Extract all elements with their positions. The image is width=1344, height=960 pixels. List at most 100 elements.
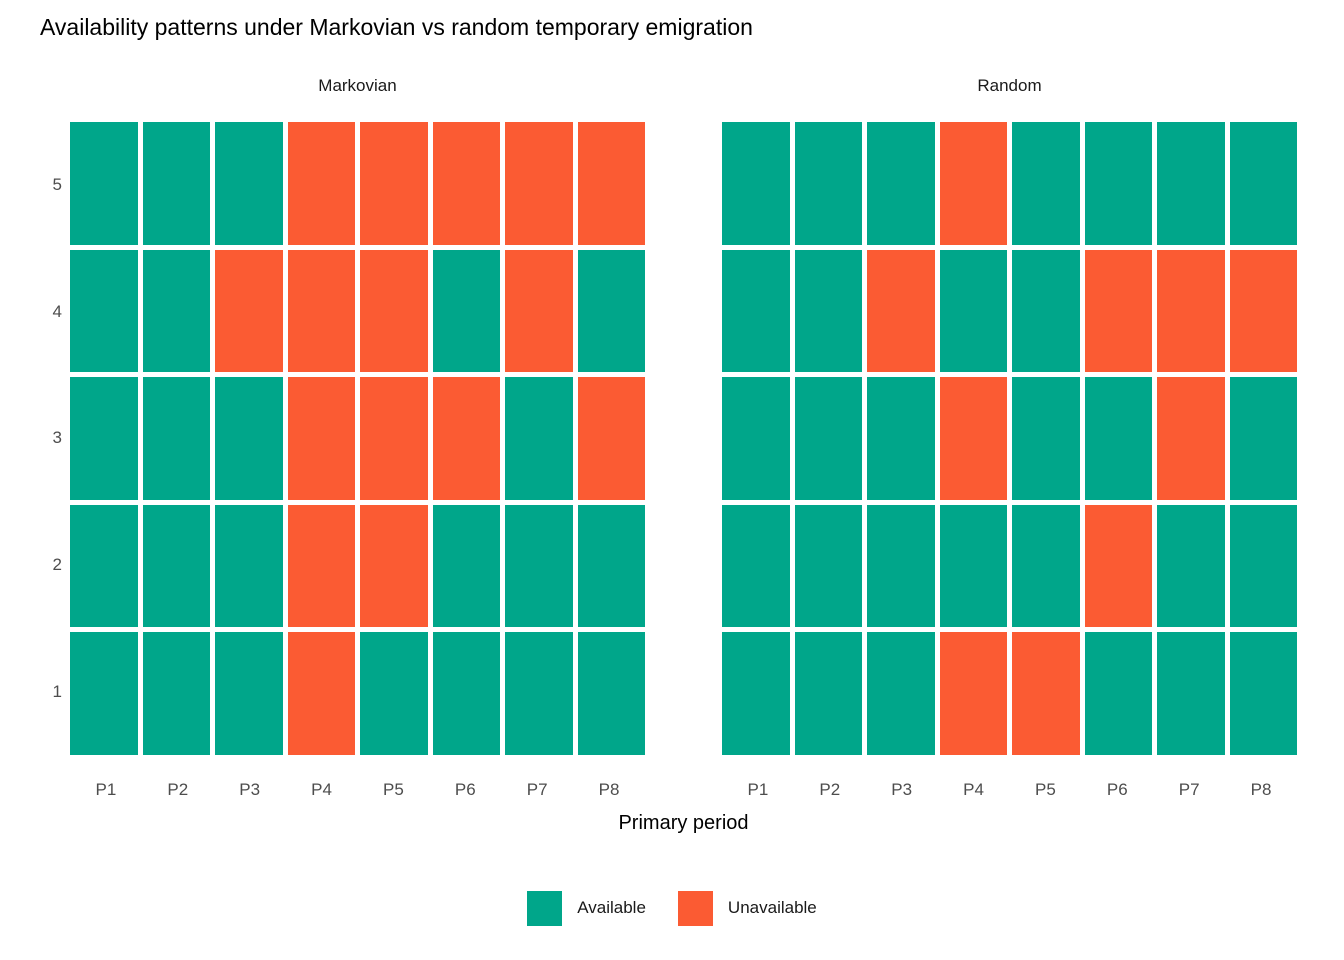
tile-available xyxy=(70,632,138,755)
tile-unavailable xyxy=(360,122,428,245)
tile-available xyxy=(722,632,790,755)
tile-available xyxy=(939,249,1007,373)
tile-available xyxy=(142,122,210,245)
legend-label: Unavailable xyxy=(727,898,817,917)
tile-available xyxy=(794,504,862,628)
tile-unavailable xyxy=(1012,632,1080,755)
tile-available xyxy=(142,632,210,755)
tile-available xyxy=(794,377,862,500)
facet-label-random: Random xyxy=(977,76,1042,95)
tile-unavailable xyxy=(287,122,355,245)
panel-random xyxy=(722,122,1297,755)
tile-available xyxy=(1157,632,1225,755)
tile-unavailable xyxy=(360,504,428,628)
tile-available xyxy=(432,249,500,373)
tile-available xyxy=(70,377,138,500)
tile-available xyxy=(1012,504,1080,628)
tile-available xyxy=(70,122,138,245)
tile-available xyxy=(142,249,210,373)
tile-available xyxy=(1084,377,1152,500)
x-tick-label: P8 xyxy=(1250,780,1272,799)
tile-available xyxy=(1229,632,1297,755)
x-tick-label: P4 xyxy=(963,780,984,799)
tile-available xyxy=(867,632,935,755)
tile-unavailable xyxy=(1229,249,1297,373)
tile-available xyxy=(70,249,138,373)
tile-available xyxy=(867,504,935,628)
tile-available xyxy=(722,504,790,628)
y-tick-label: 1 xyxy=(52,681,62,701)
y-tick-label: 5 xyxy=(52,175,62,195)
tile-available xyxy=(360,632,428,755)
tile-available xyxy=(867,122,935,245)
legend: Available Unavailable xyxy=(0,888,1344,928)
tile-unavailable xyxy=(939,632,1007,755)
tile-unavailable xyxy=(1084,249,1152,373)
tile-available xyxy=(432,504,500,628)
legend-swatch-unavailable xyxy=(677,890,713,926)
tile-unavailable xyxy=(577,122,645,245)
tile-available xyxy=(1229,504,1297,628)
legend-swatch-available xyxy=(527,890,563,926)
tile-unavailable xyxy=(939,122,1007,245)
tile-available xyxy=(505,504,573,628)
tile-available xyxy=(215,632,283,755)
y-axis-tick-labels: 5 4 3 2 1 xyxy=(24,122,62,755)
tile-available xyxy=(1012,249,1080,373)
x-tick-label: P8 xyxy=(598,780,620,799)
tile-unavailable xyxy=(1157,249,1225,373)
tile-unavailable xyxy=(1157,377,1225,500)
legend-label: Available xyxy=(577,898,646,917)
y-tick-label: 3 xyxy=(52,428,62,448)
tile-available xyxy=(1012,122,1080,245)
tile-unavailable xyxy=(867,249,935,373)
x-tick-label: P7 xyxy=(526,780,548,799)
x-tick-label: P7 xyxy=(1178,780,1200,799)
tile-available xyxy=(70,504,138,628)
tile-available xyxy=(1084,122,1152,245)
x-tick-label: P2 xyxy=(819,780,841,799)
tile-available xyxy=(432,632,500,755)
tile-available xyxy=(215,377,283,500)
tile-available xyxy=(1084,632,1152,755)
tile-unavailable xyxy=(287,504,355,628)
x-axis-tick-labels-markovian: P1 P2 P3 P4 P5 P6 P7 P8 xyxy=(70,778,645,802)
chart-title: Availability patterns under Markovian vs… xyxy=(40,14,753,40)
tile-available xyxy=(1157,122,1225,245)
tile-unavailable xyxy=(432,377,500,500)
tile-available xyxy=(722,122,790,245)
y-tick-label: 2 xyxy=(52,555,62,575)
x-tick-label: P1 xyxy=(747,780,769,799)
x-tick-label: P4 xyxy=(311,780,332,799)
tile-available xyxy=(1012,377,1080,500)
tile-available xyxy=(215,122,283,245)
tile-available xyxy=(577,249,645,373)
tile-available xyxy=(1157,504,1225,628)
tile-unavailable xyxy=(505,122,573,245)
x-tick-label: P5 xyxy=(383,780,404,799)
tile-unavailable xyxy=(360,249,428,373)
x-axis-title: Primary period xyxy=(618,812,749,834)
tile-unavailable xyxy=(360,377,428,500)
tile-available xyxy=(577,632,645,755)
tile-available xyxy=(142,504,210,628)
tile-unavailable xyxy=(939,377,1007,500)
legend-item-available: Available xyxy=(527,890,646,926)
tile-available xyxy=(794,632,862,755)
tile-available xyxy=(722,249,790,373)
tile-available xyxy=(939,504,1007,628)
x-tick-label: P3 xyxy=(891,780,913,799)
x-tick-label: P1 xyxy=(95,780,117,799)
x-tick-label: P2 xyxy=(167,780,189,799)
tile-unavailable xyxy=(505,249,573,373)
tile-available xyxy=(577,504,645,628)
tile-available xyxy=(215,504,283,628)
tile-available xyxy=(794,122,862,245)
tile-unavailable xyxy=(215,249,283,373)
tile-available xyxy=(1229,122,1297,245)
tile-unavailable xyxy=(432,122,500,245)
legend-item-unavailable: Unavailable xyxy=(677,890,817,926)
tile-available xyxy=(505,632,573,755)
x-tick-label: P5 xyxy=(1035,780,1056,799)
tile-unavailable xyxy=(287,377,355,500)
